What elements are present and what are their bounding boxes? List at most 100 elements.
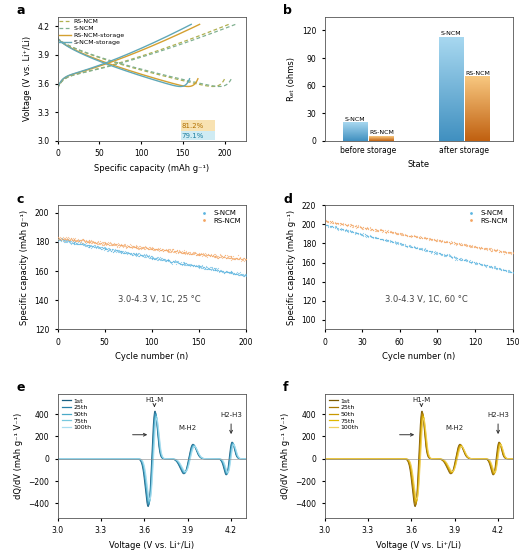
Point <box>198 262 207 271</box>
Point <box>218 266 226 275</box>
Point <box>201 263 209 272</box>
Point <box>149 254 157 263</box>
Point <box>169 256 177 265</box>
Point <box>183 260 191 269</box>
Point <box>70 234 78 243</box>
Point <box>351 228 360 237</box>
Point <box>448 252 457 261</box>
Point <box>334 224 343 233</box>
Point <box>348 221 356 230</box>
Point <box>432 248 440 257</box>
Point <box>219 252 227 261</box>
Point <box>186 248 194 257</box>
Point <box>228 269 236 278</box>
Point <box>134 245 143 253</box>
Point <box>384 228 393 237</box>
Point <box>420 244 429 253</box>
Point <box>350 229 359 238</box>
Point <box>368 232 377 241</box>
Point <box>79 241 88 250</box>
Point <box>416 233 424 242</box>
Text: H2-H3: H2-H3 <box>220 412 242 433</box>
Point <box>394 229 403 238</box>
Point <box>88 242 97 251</box>
Point <box>222 253 230 262</box>
Point <box>141 252 149 261</box>
Point <box>204 251 213 260</box>
Point <box>157 256 165 265</box>
Point <box>187 250 195 258</box>
Point <box>62 233 70 242</box>
Point <box>176 260 185 268</box>
Point <box>111 240 119 249</box>
Point <box>462 241 470 250</box>
Point <box>76 240 84 248</box>
Point <box>384 226 393 235</box>
Point <box>211 252 220 261</box>
Text: RS-NCM: RS-NCM <box>369 130 394 135</box>
Point <box>486 262 494 271</box>
Point <box>223 252 232 261</box>
Point <box>58 234 66 243</box>
Point <box>223 267 231 276</box>
Point <box>60 234 69 243</box>
Point <box>356 229 364 238</box>
Point <box>374 226 383 234</box>
Point <box>488 245 497 254</box>
Point <box>200 251 208 260</box>
Point <box>397 229 405 238</box>
Point <box>326 217 335 226</box>
Point <box>206 264 214 273</box>
Point <box>107 247 115 256</box>
Point <box>179 260 188 269</box>
Point <box>334 218 343 227</box>
Point <box>505 247 513 256</box>
Point <box>379 236 388 245</box>
Point <box>467 242 475 251</box>
Point <box>208 264 216 273</box>
Point <box>328 217 336 226</box>
Point <box>79 236 88 245</box>
Point <box>74 240 83 248</box>
Point <box>61 235 69 244</box>
Point <box>149 253 157 262</box>
Point <box>445 238 453 247</box>
Point <box>481 243 489 252</box>
Point <box>235 254 243 263</box>
Point <box>424 236 433 245</box>
Point <box>501 247 509 256</box>
Point <box>393 229 402 238</box>
Point <box>65 235 74 244</box>
Point <box>426 234 434 243</box>
Point <box>488 245 497 253</box>
Point <box>402 231 410 240</box>
Y-axis label: Specific capacity (mAh g⁻¹): Specific capacity (mAh g⁻¹) <box>20 210 29 325</box>
Point <box>191 261 200 270</box>
Point <box>487 262 495 271</box>
Point <box>172 259 180 268</box>
Point <box>437 237 445 246</box>
Point <box>350 222 359 231</box>
Point <box>113 246 122 255</box>
Point <box>72 239 81 248</box>
Point <box>57 236 65 245</box>
Point <box>437 249 445 258</box>
Point <box>453 256 462 265</box>
Y-axis label: Rₑₜ (ohms): Rₑₜ (ohms) <box>287 57 296 101</box>
Point <box>153 253 162 262</box>
Point <box>483 261 492 270</box>
Point <box>499 266 508 275</box>
Point <box>237 255 245 263</box>
Point <box>98 244 107 253</box>
Point <box>363 224 371 233</box>
Point <box>229 252 237 261</box>
Point <box>86 237 95 246</box>
Point <box>360 229 369 238</box>
Point <box>503 267 511 276</box>
Point <box>85 236 94 245</box>
Point <box>418 246 426 255</box>
Point <box>143 243 151 252</box>
Point <box>442 237 450 246</box>
Point <box>213 254 222 263</box>
Point <box>95 242 103 251</box>
